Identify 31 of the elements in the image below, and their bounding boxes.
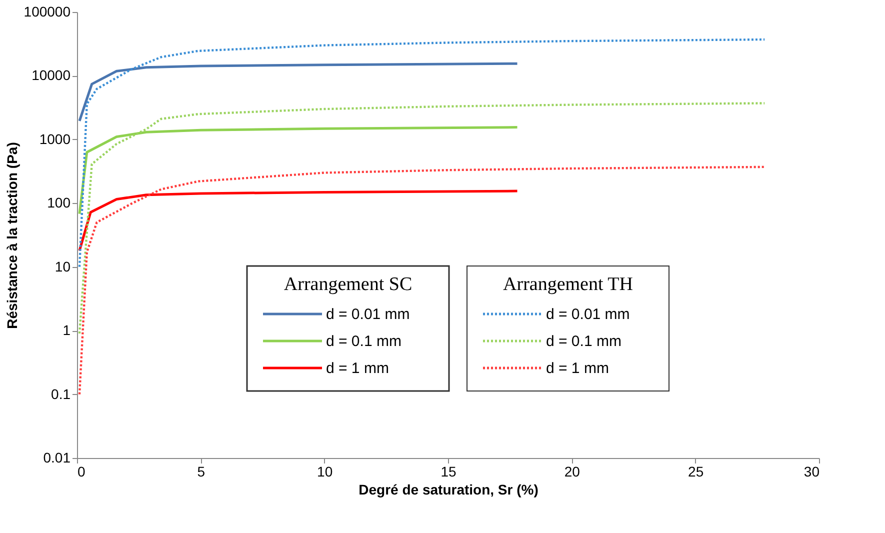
- line-series: [78, 166, 766, 396]
- y-tick-label: 100000: [24, 4, 71, 20]
- line-series: [78, 62, 519, 122]
- y-axis-title: Résistance à la traction (Pa): [4, 142, 20, 329]
- legend-label: d = 1 mm: [326, 360, 389, 377]
- y-tick-label: 0.01: [43, 450, 71, 466]
- line-series: [78, 102, 766, 335]
- x-tick-label: 10: [317, 464, 333, 480]
- x-tick-label: 15: [440, 464, 456, 480]
- x-tick-label: 30: [804, 464, 820, 480]
- y-tick-label: 0.1: [51, 386, 71, 402]
- x-axis-title: Degré de saturation, Sr (%): [358, 482, 538, 498]
- legend-label: d = 0.01 mm: [326, 306, 410, 323]
- y-tick-label: 10: [54, 258, 71, 274]
- y-tick-label: 10000: [32, 67, 71, 84]
- y-tick-label: 1: [62, 322, 71, 338]
- legend-label: d = 0.01 mm: [546, 306, 630, 323]
- y-tick-label: 100: [47, 194, 71, 211]
- text: Arrangement SC: [284, 274, 412, 295]
- y-tick-label: 1000: [39, 130, 71, 147]
- x-tick-label: 20: [564, 464, 580, 480]
- x-tick-label: 25: [688, 464, 704, 480]
- line-series: [78, 126, 519, 216]
- x-tick-label: 0: [78, 464, 86, 480]
- legend-label: d = 0.1 mm: [326, 333, 402, 350]
- legend-label: d = 0.1 mm: [546, 333, 622, 350]
- x-tick-label: 5: [197, 464, 206, 480]
- text: Arrangement TH: [503, 274, 633, 295]
- line-series: [78, 190, 519, 252]
- legend-label: d = 1 mm: [546, 360, 609, 377]
- line-series: [78, 38, 766, 268]
